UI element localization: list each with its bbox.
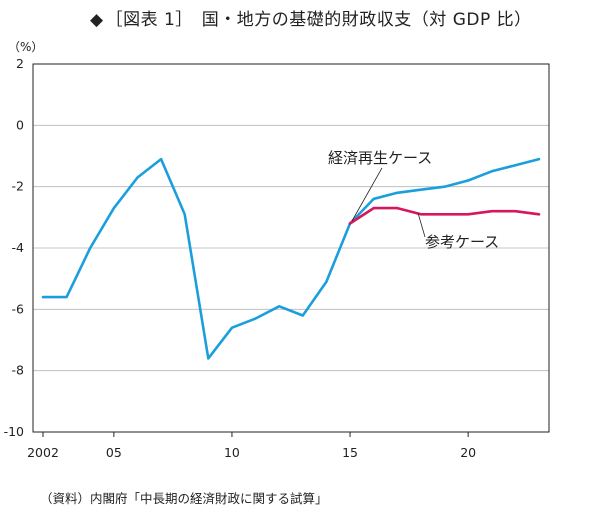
series-label-main: 経済再生ケース	[328, 149, 432, 167]
y-tick-label: -8	[12, 363, 25, 378]
x-tick-label: 20	[460, 445, 476, 460]
x-axis-ticks: 2002 05 10 15 20	[27, 432, 476, 460]
source-note: （資料）内閣府「中長期の経済財政に関する試算」	[40, 491, 328, 506]
y-axis-unit-label: （%）	[8, 40, 44, 54]
y-tick-label: 0	[16, 117, 24, 132]
x-tick-label: 2002	[27, 445, 59, 460]
series-label-leader-main	[351, 167, 383, 222]
series-label-reference: 参考ケース	[425, 233, 499, 251]
plot-frame	[32, 63, 550, 433]
x-tick-label: 10	[224, 445, 240, 460]
y-axis-ticks: 2 0 -2 -4 -6 -8 -10	[4, 56, 24, 439]
x-tick-label: 05	[106, 445, 122, 460]
diamond-bullet-icon: ◆	[90, 10, 104, 30]
y-tick-label: -10	[4, 424, 24, 439]
y-tick-label: 2	[16, 56, 24, 71]
gridlines	[33, 124, 549, 372]
x-tick-label: 15	[342, 445, 358, 460]
chart-title: ◆ ［図表 1］ 国・地方の基礎的財政収支（対 GDP 比）	[90, 5, 532, 30]
series-line-main	[41, 157, 541, 360]
series-lines	[41, 157, 541, 360]
series-line-reference	[348, 206, 541, 225]
y-tick-label: -2	[12, 179, 24, 194]
y-tick-label: -4	[12, 240, 25, 255]
series-label-leader-ref	[417, 212, 426, 238]
y-tick-label: -6	[12, 301, 25, 316]
chart-title-text: ［図表 1］ 国・地方の基礎的財政収支（対 GDP 比）	[105, 10, 532, 30]
